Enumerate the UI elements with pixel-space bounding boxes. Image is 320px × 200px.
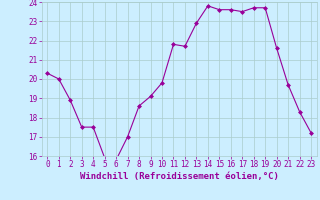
X-axis label: Windchill (Refroidissement éolien,°C): Windchill (Refroidissement éolien,°C)	[80, 172, 279, 181]
